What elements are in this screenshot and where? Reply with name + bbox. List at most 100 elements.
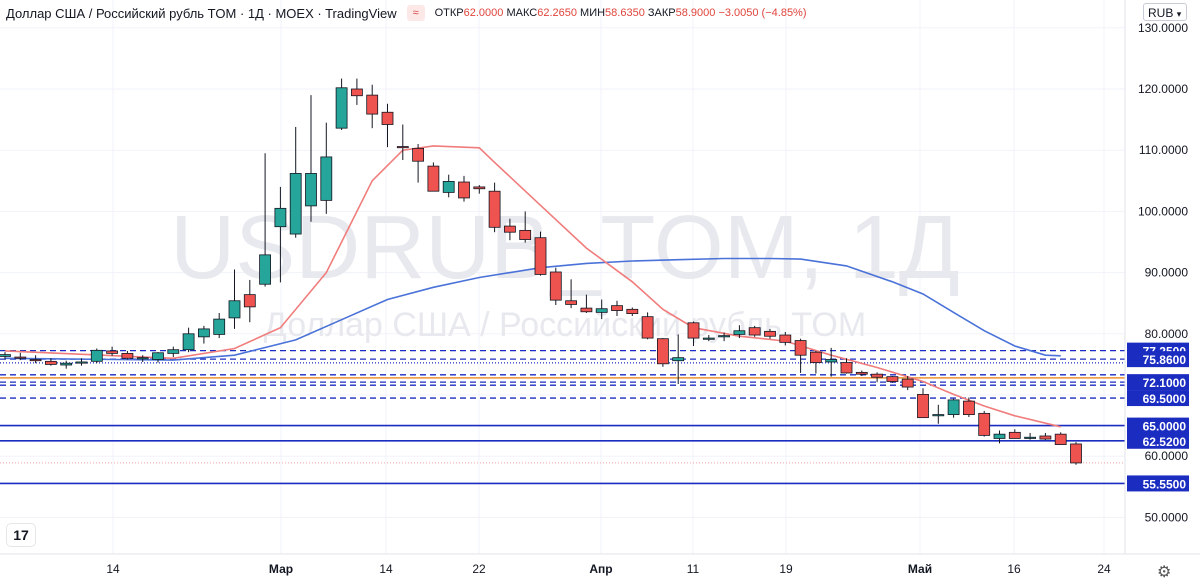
candle-body — [14, 356, 27, 359]
candle-body — [580, 307, 593, 313]
candle-body — [901, 378, 914, 388]
time-tick-label: Мар — [269, 562, 293, 576]
candle-body — [764, 330, 776, 337]
candle-body — [978, 412, 991, 436]
candle — [488, 182, 501, 233]
time-tick-label: 16 — [1007, 562, 1021, 576]
time-axis[interactable]: 14 Мар 14 22 Апр 11 19 Май 16 24 — [0, 553, 1200, 584]
candle-body — [213, 318, 226, 335]
candle — [167, 346, 180, 358]
price-level-tag — [1127, 432, 1189, 449]
candle-body — [718, 335, 730, 338]
time-tick-label: 19 — [779, 562, 793, 576]
candle-body — [993, 433, 1006, 439]
candle — [993, 430, 1006, 444]
candle — [274, 186, 287, 283]
candle-body — [0, 354, 11, 357]
candle — [886, 376, 899, 383]
time-tick-label: 22 — [472, 562, 486, 576]
candle-body — [381, 111, 394, 125]
symbol-title[interactable]: Доллар США / Российский рубль TOM · 1Д ·… — [6, 5, 397, 21]
candle — [473, 185, 486, 194]
candle-body — [917, 393, 929, 419]
candle — [106, 346, 118, 356]
candle — [657, 338, 669, 367]
candle — [90, 348, 103, 364]
price-tick-label: 80.0000 — [1145, 327, 1189, 341]
candle — [549, 267, 562, 306]
candle — [917, 388, 929, 419]
candle-body — [1039, 435, 1052, 440]
candle — [350, 78, 363, 105]
time-tick-label: Май — [908, 562, 932, 576]
candle — [45, 358, 57, 366]
price-level-tag — [1127, 351, 1189, 368]
candle — [580, 294, 593, 313]
candle — [855, 370, 868, 377]
candle-body — [136, 357, 149, 360]
candle-body — [350, 88, 363, 97]
candle — [1070, 442, 1082, 465]
candle-body — [702, 337, 715, 340]
candle-body — [320, 156, 333, 201]
candle-body — [167, 349, 180, 354]
candle — [320, 122, 333, 214]
candle — [534, 231, 547, 276]
candle — [228, 269, 241, 329]
symbol-legend: Доллар США / Российский рубль TOM · 1Д ·… — [6, 4, 807, 22]
price-level-label: 72.1000 — [1143, 376, 1187, 390]
candle-body — [672, 357, 685, 362]
moving-averages — [4, 145, 1061, 428]
candle — [305, 95, 317, 222]
tradingview-logo[interactable]: 17 — [7, 524, 35, 546]
candle-body — [779, 334, 792, 343]
candle — [442, 174, 455, 198]
open-label: ОТКР — [434, 7, 464, 19]
candle-body — [687, 322, 700, 339]
change-value: −3.0050 (−4.85%) — [718, 7, 807, 19]
candle — [197, 325, 210, 344]
candle-body — [45, 360, 57, 365]
candle-body — [626, 308, 639, 315]
candle-body — [442, 181, 455, 193]
candle-body — [565, 300, 577, 305]
candle — [748, 325, 761, 337]
compare-icon[interactable]: ≈ — [406, 5, 425, 21]
candle — [626, 307, 639, 317]
candle-body — [274, 207, 287, 228]
candle — [1039, 432, 1052, 441]
candle — [611, 300, 623, 317]
candle-body — [534, 237, 547, 275]
candle — [932, 404, 945, 424]
price-level-label: 69.5000 — [1143, 392, 1187, 406]
candle — [427, 162, 440, 192]
candle — [641, 312, 654, 340]
watermark-name: Доллар США / Российский рубль TOM — [264, 306, 866, 344]
candle — [779, 331, 792, 346]
currency-selector[interactable]: RUB ▾ — [1143, 3, 1187, 21]
price-axis[interactable]: 130.0000 120.0000 110.0000 100.0000 90.0000 8… — [1124, 0, 1200, 554]
candle — [152, 352, 164, 363]
candle — [259, 153, 272, 287]
price-tick-label: 50.0000 — [1145, 510, 1189, 524]
candle — [503, 218, 516, 241]
high-label: МАКС — [506, 7, 538, 19]
gear-icon[interactable]: ⚙ — [1157, 564, 1172, 581]
candle-body — [106, 350, 118, 354]
candle-body — [825, 359, 838, 363]
candle-body — [595, 308, 608, 313]
price-level-label: 75.8600 — [1143, 353, 1187, 367]
candle-body — [519, 229, 532, 240]
candle — [978, 410, 991, 437]
candle — [75, 358, 88, 366]
candle — [1054, 432, 1067, 445]
candle — [901, 376, 914, 391]
low-value: 58.6350 — [605, 7, 645, 19]
candle — [366, 84, 379, 129]
candle-body — [503, 225, 516, 233]
high-value: 62.2650 — [537, 7, 577, 19]
price-level-tag — [1127, 390, 1189, 407]
candle-body — [794, 340, 807, 356]
candle — [947, 398, 960, 418]
